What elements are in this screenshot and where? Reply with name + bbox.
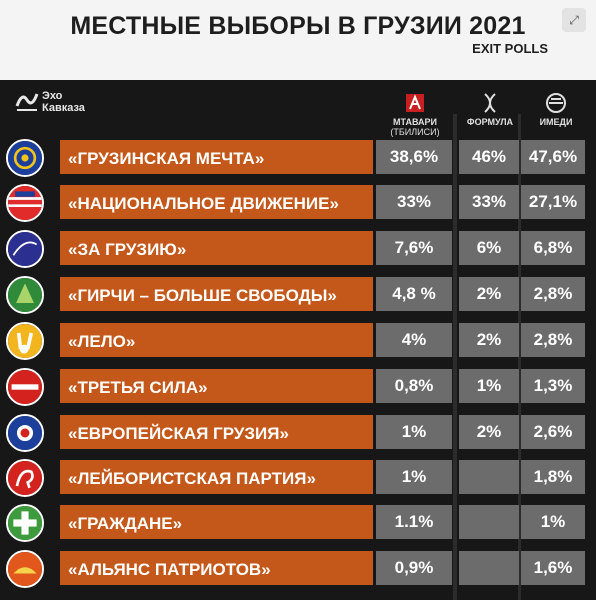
column-divider (518, 114, 521, 600)
column-header-formula: ФОРМУЛА (459, 92, 521, 127)
value-cell: 6% (459, 231, 519, 265)
column-header-mtavari: МТАВАРИ (ТБИЛИСИ) (376, 92, 454, 137)
value-cell: 1% (521, 505, 585, 539)
logo-line-2: Кавказа (42, 102, 85, 114)
party-name: «ЛЕЙБОРИСТСКАЯ ПАРТИЯ» (68, 469, 316, 488)
party-bar: «ЗА ГРУЗИЮ» (60, 231, 373, 265)
value-cell: 38,6% (376, 140, 452, 174)
value-cell: 1,6% (521, 551, 585, 585)
value-cell: 1,8% (521, 460, 585, 494)
page-title: МЕСТНЫЕ ВЫБОРЫ В ГРУЗИИ 2021 (70, 12, 526, 40)
georgian-dream-logo-icon (6, 139, 44, 177)
party-bar: «ГИРЧИ – БОЛЬШЕ СВОБОДЫ» (60, 277, 373, 311)
european-georgia-logo-icon (6, 414, 44, 452)
citizens-logo-icon (6, 504, 44, 542)
party-name: «НАЦИОНАЛЬНОЕ ДВИЖЕНИЕ» (68, 194, 339, 213)
party-name: «АЛЬЯНС ПАТРИОТОВ» (68, 560, 271, 579)
table-row: «ЛЕЙБОРИСТСКАЯ ПАРТИЯ» 1% 1,8% (0, 457, 596, 499)
value-cell: 0,8% (376, 369, 452, 403)
for-georgia-logo-icon (6, 230, 44, 268)
table-row: «НАЦИОНАЛЬНОЕ ДВИЖЕНИЕ» 33% 33% 27,1% (0, 182, 596, 224)
value-cell: 6,8% (521, 231, 585, 265)
table-row: «АЛЬЯНС ПАТРИОТОВ» 0,9% 1,6% (0, 548, 596, 590)
value-cell: 33% (459, 185, 519, 219)
value-cell: 4% (376, 323, 452, 357)
column-name-mtavari: МТАВАРИ (393, 117, 437, 127)
party-bar: «ГРУЗИНСКАЯ МЕЧТА» (60, 140, 373, 174)
column-name-imedi: ИМЕДИ (539, 117, 573, 127)
value-cell (459, 505, 519, 539)
value-cell: 46% (459, 140, 519, 174)
value-cell (459, 551, 519, 585)
imedi-logo-icon (546, 93, 566, 113)
lelo-logo-icon (6, 322, 44, 360)
party-name: «ЛЕЛО» (68, 332, 136, 351)
value-cell: 1% (376, 415, 452, 449)
value-cell: 47,6% (521, 140, 585, 174)
column-name-formula: ФОРМУЛА (466, 117, 514, 127)
value-cell: 2,6% (521, 415, 585, 449)
echo-kavkaza-logo-icon (15, 93, 39, 111)
table-row: «ЛЕЛО» 4% 2% 2,8% (0, 320, 596, 362)
value-cell (459, 460, 519, 494)
party-name: «ТРЕТЬЯ СИЛА» (68, 378, 208, 397)
expand-icon[interactable]: ⤢ (562, 8, 586, 32)
column-sub-mtavari: (ТБИЛИСИ) (390, 127, 440, 137)
party-name: «ГИРЧИ – БОЛЬШЕ СВОБОДЫ» (68, 286, 337, 305)
column-divider (453, 114, 457, 600)
value-cell: 2% (459, 323, 519, 357)
value-cell: 2,8% (521, 277, 585, 311)
party-name: «ЕВРОПЕЙСКАЯ ГРУЗИЯ» (68, 424, 289, 443)
labour-party-logo-icon (6, 459, 44, 497)
page-subtitle: EXIT POLLS (472, 41, 548, 56)
party-bar: «ТРЕТЬЯ СИЛА» (60, 369, 373, 403)
table-row: «ЕВРОПЕЙСКАЯ ГРУЗИЯ» 1% 2% 2,6% (0, 412, 596, 454)
party-name: «ГРАЖДАНЕ» (68, 514, 183, 533)
party-bar: «ЕВРОПЕЙСКАЯ ГРУЗИЯ» (60, 415, 373, 449)
patriots-alliance-logo-icon (6, 550, 44, 588)
value-cell: 33% (376, 185, 452, 219)
header: МЕСТНЫЕ ВЫБОРЫ В ГРУЗИИ 2021 EXIT POLLS … (0, 0, 596, 80)
table-row: «ГРУЗИНСКАЯ МЕЧТА» 38,6% 46% 47,6% (0, 137, 596, 179)
party-name: «ГРУЗИНСКАЯ МЕЧТА» (68, 149, 265, 168)
party-bar: «АЛЬЯНС ПАТРИОТОВ» (60, 551, 373, 585)
party-bar: «ЛЕЙБОРИСТСКАЯ ПАРТИЯ» (60, 460, 373, 494)
third-force-logo-icon (6, 368, 44, 406)
table-row: «ГИРЧИ – БОЛЬШЕ СВОБОДЫ» 4,8 % 2% 2,8% (0, 274, 596, 316)
value-cell: 1% (459, 369, 519, 403)
formula-logo-icon (484, 93, 496, 113)
value-cell: 2% (459, 415, 519, 449)
logo-line-1: Эхо (42, 90, 63, 102)
value-cell: 27,1% (521, 185, 585, 219)
value-cell: 0,9% (376, 551, 452, 585)
value-cell: 1,3% (521, 369, 585, 403)
party-name: «ЗА ГРУЗИЮ» (68, 240, 187, 259)
column-header-imedi: ИМЕДИ (524, 92, 588, 127)
value-cell: 2,8% (521, 323, 585, 357)
national-movement-logo-icon (6, 184, 44, 222)
girchi-logo-icon (6, 276, 44, 314)
value-cell: 7,6% (376, 231, 452, 265)
party-bar: «ЛЕЛО» (60, 323, 373, 357)
party-bar: «НАЦИОНАЛЬНОЕ ДВИЖЕНИЕ» (60, 185, 373, 219)
mtavari-logo-icon (406, 94, 424, 112)
table-row: «ГРАЖДАНЕ» 1.1% 1% (0, 502, 596, 544)
table-row: «ТРЕТЬЯ СИЛА» 0,8% 1% 1,3% (0, 366, 596, 408)
value-cell: 1% (376, 460, 452, 494)
value-cell: 4,8 % (376, 277, 452, 311)
table-row: «ЗА ГРУЗИЮ» 7,6% 6% 6,8% (0, 228, 596, 270)
party-bar: «ГРАЖДАНЕ» (60, 505, 373, 539)
value-cell: 2% (459, 277, 519, 311)
value-cell: 1.1% (376, 505, 452, 539)
